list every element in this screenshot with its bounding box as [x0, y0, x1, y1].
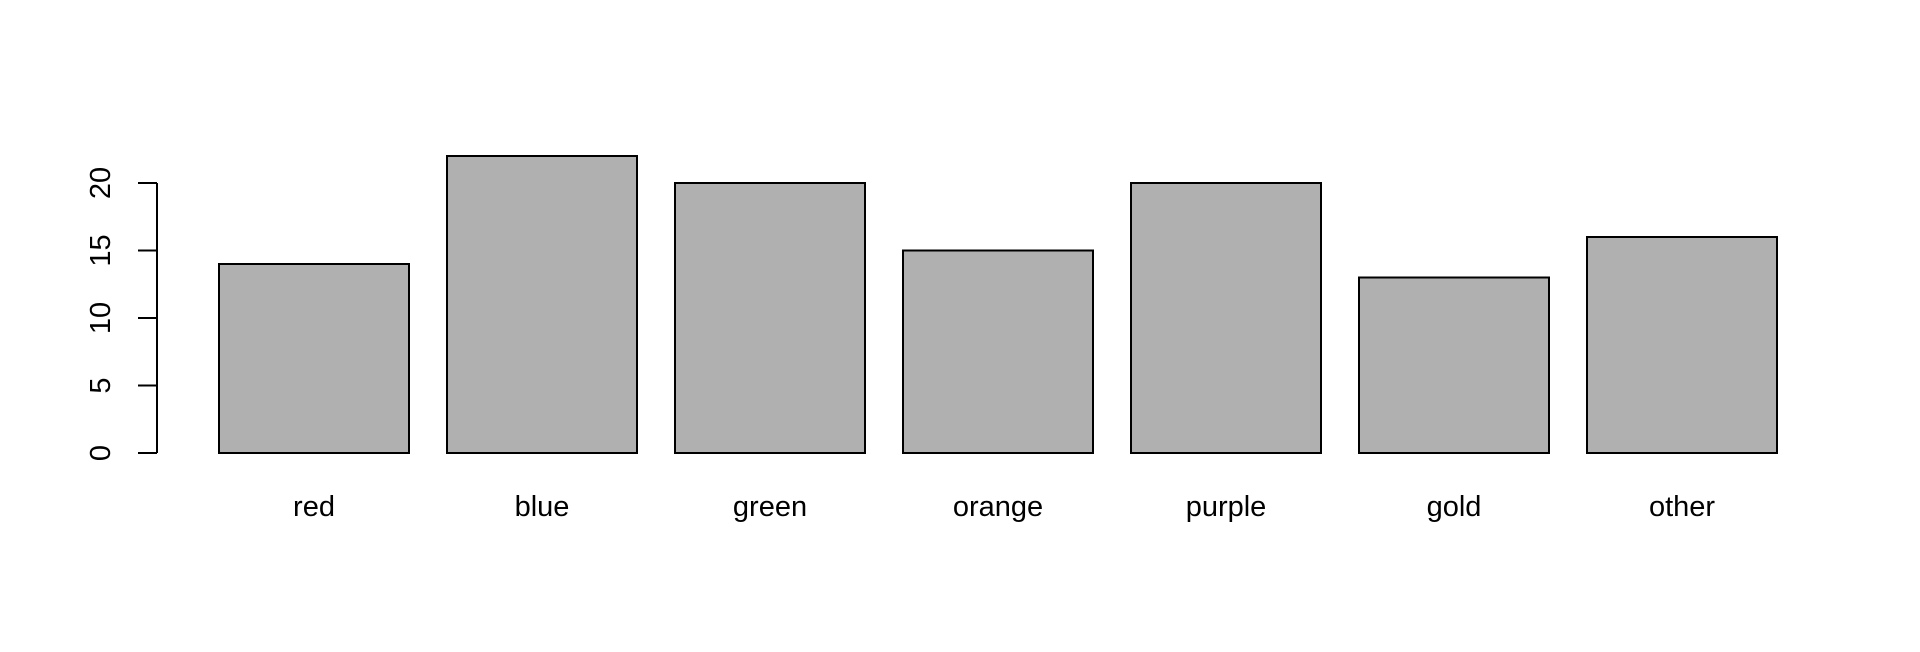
bar-green — [674, 182, 866, 454]
x-tick-label-gold: gold — [1427, 491, 1482, 523]
bars-layer — [218, 155, 1778, 454]
bar-red — [218, 263, 410, 454]
y-tick-label-15: 15 — [85, 234, 117, 266]
x-axis-labels: red blue green orange purple gold other — [293, 491, 1715, 523]
bar-purple — [1130, 182, 1322, 454]
x-tick-label-orange: orange — [953, 491, 1043, 523]
y-tick-label-20: 20 — [85, 167, 117, 199]
x-tick-label-purple: purple — [1186, 491, 1267, 523]
x-tick-label-green: green — [733, 491, 807, 523]
bar-blue — [446, 155, 638, 454]
y-tick-label-5: 5 — [85, 377, 117, 393]
bar-other — [1586, 236, 1778, 454]
y-tick-label-10: 10 — [85, 302, 117, 334]
x-tick-label-other: other — [1649, 491, 1715, 523]
bar-gold — [1358, 276, 1550, 454]
y-axis: 0 5 10 15 20 — [85, 167, 158, 461]
x-tick-label-blue: blue — [515, 491, 570, 523]
bar-orange — [902, 249, 1094, 454]
y-tick-label-0: 0 — [85, 445, 117, 461]
x-tick-label-red: red — [293, 491, 335, 523]
